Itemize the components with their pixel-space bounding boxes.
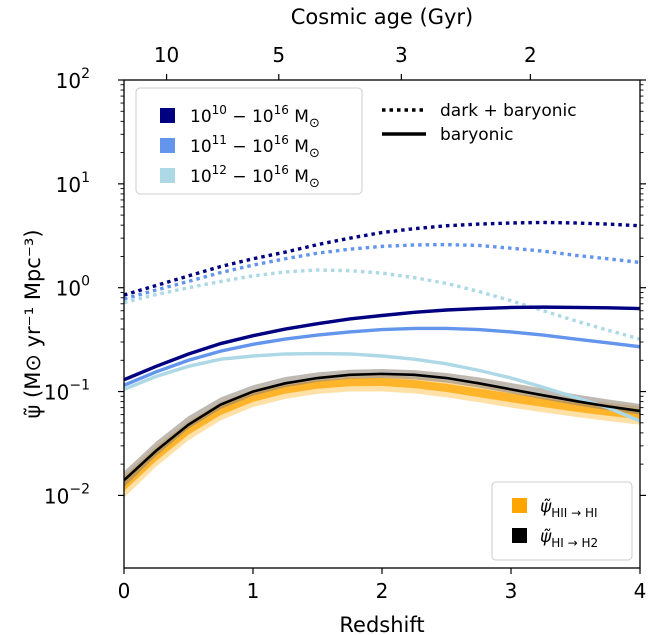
legend-style-label-0: dark + baryonic	[440, 101, 577, 121]
legend-transition-swatch-0	[512, 498, 527, 513]
top-tick-label-10: 10	[154, 43, 179, 67]
legend-sub: ⊙	[309, 146, 320, 161]
legend-exp: 16	[274, 103, 289, 117]
top-axis-label: Cosmic age (Gyr)	[291, 5, 473, 29]
legend-exp: 16	[274, 163, 289, 177]
legend-part: − 10	[227, 107, 274, 127]
x-tick-label-4: 4	[634, 579, 647, 603]
legend-label-1: 1011 − 1016 M⊙	[190, 133, 320, 161]
legend-exp: 11	[212, 133, 227, 147]
y-tick-exponent: −2	[69, 481, 90, 497]
y-tick-exponent: 1	[81, 170, 90, 186]
legend-part: − 10	[227, 167, 274, 187]
legend-part: 10	[190, 137, 212, 157]
legend-transition-swatch-1	[512, 528, 527, 543]
legend-line-styles: dark + baryonic baryonic	[382, 101, 577, 145]
legend-symbol: ψ̃	[540, 527, 552, 547]
y-tick-label-2: 102	[56, 66, 90, 93]
y-tick-label-1: 101	[56, 170, 90, 197]
x-tick-label-1: 1	[247, 579, 260, 603]
legend-part: M	[289, 107, 309, 127]
legend-sub: ⊙	[309, 116, 320, 131]
y-tick-exponent: 2	[81, 66, 90, 82]
x-tick-label-2: 2	[376, 579, 389, 603]
legend-label-2: 1012 − 1016 M⊙	[190, 163, 320, 191]
dotted-line-0	[124, 222, 640, 295]
y-tick-label-0: 100	[56, 274, 90, 301]
legend-transitions: ψ̃HII → HIψ̃HI → H2	[492, 482, 632, 560]
legend-part: 10	[190, 167, 212, 187]
y-axis-label: ψ̃ (M⊙ yr⁻¹ Mpc⁻³)	[21, 229, 45, 418]
y-tick-exponent: 0	[81, 274, 90, 290]
series-layer	[124, 222, 640, 497]
legend-mass-ranges: 1010 − 1016 M⊙1011 − 1016 M⊙1012 − 1016 …	[136, 88, 362, 194]
legend-swatch-2	[160, 168, 175, 183]
legend-part: M	[289, 167, 309, 187]
top-tick-label-2: 2	[524, 43, 537, 67]
x-tick-label-0: 0	[118, 579, 131, 603]
plot-area	[124, 222, 640, 497]
legend-label-0: 1010 − 1016 M⊙	[190, 103, 320, 131]
y-tick-label-−2: 10−2	[44, 481, 90, 508]
top-tick-label-3: 3	[395, 43, 408, 67]
y-tick-exponent: −1	[69, 378, 90, 394]
dotted-line-1	[124, 245, 640, 299]
x-axis-label: Redshift	[339, 613, 424, 635]
legend-exp: 16	[274, 133, 289, 147]
legend-swatch-1	[160, 138, 175, 153]
legend-part: − 10	[227, 137, 274, 157]
top-tick-label-5: 5	[272, 43, 285, 67]
legend-symbol: ψ̃	[540, 497, 552, 517]
legend-swatch-0	[160, 108, 175, 123]
legend-part: M	[289, 137, 309, 157]
x-tick-label-3: 3	[505, 579, 518, 603]
legend-sub: ⊙	[309, 176, 320, 191]
legend-exp: 10	[212, 103, 227, 117]
legend-exp: 12	[212, 163, 227, 177]
legend-sub: HII → HI	[551, 506, 597, 520]
legend-style-label-1: baryonic	[440, 125, 514, 145]
solid-line-3	[124, 307, 640, 380]
legend-part: 10	[190, 107, 212, 127]
legend-sub: HI → H2	[551, 536, 598, 550]
y-tick-label-−1: 10−1	[44, 378, 90, 405]
